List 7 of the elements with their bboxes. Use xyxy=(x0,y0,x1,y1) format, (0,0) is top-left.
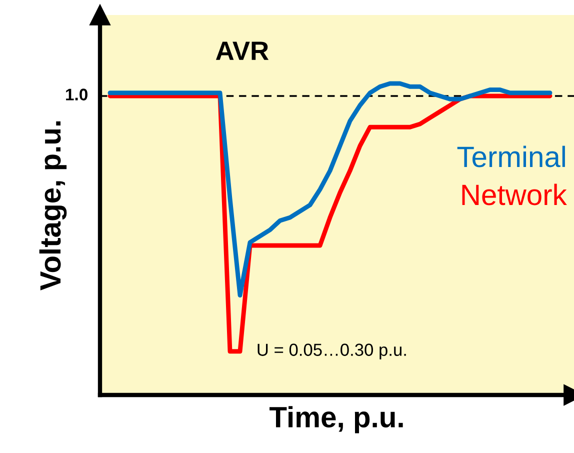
x-axis-title: Time, p.u. xyxy=(270,406,403,434)
text: Network xyxy=(462,184,567,206)
chart-title: AVR xyxy=(216,42,269,60)
ref-line-label: 1.0 xyxy=(66,88,88,100)
annotation: U = 0.05…0.30 p.u. xyxy=(258,344,406,360)
series-label: Terminal xyxy=(457,146,565,168)
y-axis-title: Voltage, p.u. xyxy=(39,121,67,290)
